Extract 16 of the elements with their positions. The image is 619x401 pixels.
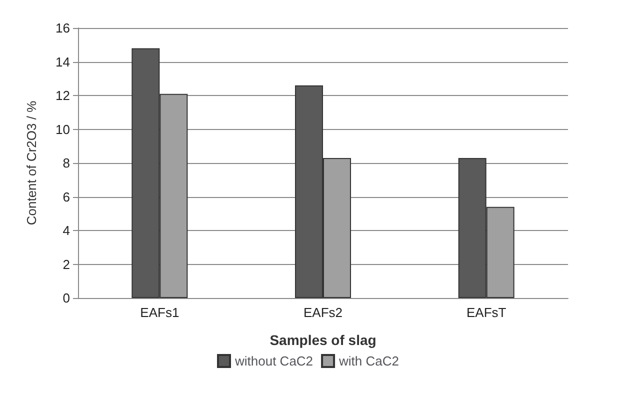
x-axis-title: Samples of slag [270, 332, 376, 348]
y-tick-label: 0 [62, 290, 70, 306]
y-tick-label: 16 [56, 20, 70, 36]
y-axis-title: Content of Cr2O3 / % [24, 100, 39, 226]
legend-label: without CaC2 [234, 354, 314, 368]
y-tick-label: 8 [62, 156, 70, 170]
y-tick-label: 14 [56, 54, 70, 70]
y-tick-label: 4 [62, 223, 70, 238]
y-tick-label: 6 [62, 189, 70, 204]
y-tick-label: 10 [56, 122, 70, 137]
x-tick-label: EAFs1 [140, 305, 180, 320]
y-tick-label: 2 [62, 256, 70, 272]
x-tick-label: EAFs2 [303, 305, 343, 320]
legend-label: with CaC2 [338, 354, 400, 368]
x-tick-label: EAFsT [466, 305, 506, 320]
y-tick-label: 12 [56, 88, 70, 103]
